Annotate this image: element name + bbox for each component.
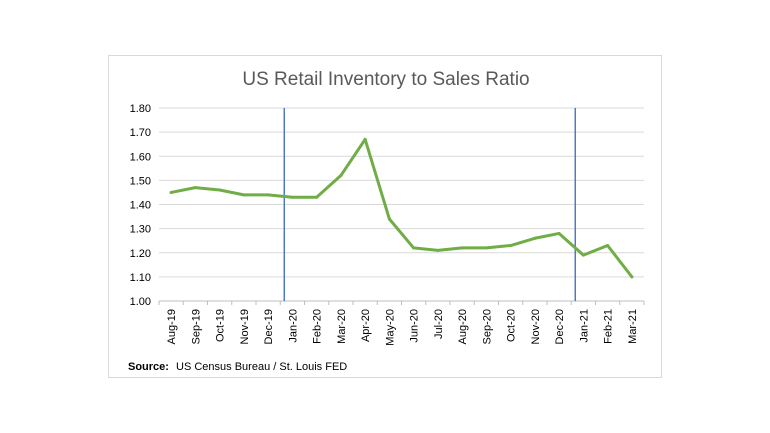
x-tick-label: Mar-20 bbox=[336, 309, 348, 344]
data-point bbox=[436, 248, 440, 252]
y-tick-label: 1.70 bbox=[130, 127, 151, 139]
source-text: US Census Bureau / St. Louis FED bbox=[176, 361, 347, 373]
data-point bbox=[266, 193, 270, 197]
x-tick-label: Mar-21 bbox=[627, 309, 639, 344]
data-point bbox=[460, 246, 464, 250]
gridlines bbox=[159, 107, 644, 278]
data-point bbox=[557, 231, 561, 235]
y-tick-label: 1.10 bbox=[130, 272, 151, 284]
series-layer bbox=[169, 137, 634, 279]
data-point bbox=[581, 253, 585, 257]
data-point bbox=[315, 195, 319, 199]
x-tick-label: Jan-21 bbox=[578, 309, 590, 343]
line-chart: US Retail Inventory to Sales Ratio 1.801… bbox=[128, 69, 645, 373]
y-tick-label: 1.20 bbox=[130, 248, 151, 260]
x-tick-label: May-20 bbox=[384, 309, 396, 346]
chart-title: US Retail Inventory to Sales Ratio bbox=[242, 69, 529, 90]
x-axis-ticks: Aug-19 Sep-19 Oct-19 Nov-19 Dec-19 Jan-20 Feb-… bbox=[158, 301, 645, 346]
series-line bbox=[169, 137, 634, 279]
x-tick-label: Apr-20 bbox=[360, 309, 372, 342]
data-point bbox=[242, 193, 246, 197]
data-point bbox=[533, 236, 537, 240]
data-point bbox=[193, 186, 197, 190]
y-tick-label: 1.40 bbox=[130, 200, 151, 212]
data-point bbox=[606, 244, 610, 248]
y-tick-label: 1.60 bbox=[130, 151, 151, 163]
y-axis-ticks: 1.80 1.70 1.60 1.50 1.40 1.30 1.20 1.10 1.00 bbox=[130, 103, 151, 308]
data-point bbox=[387, 217, 391, 221]
y-tick-label: 1.30 bbox=[130, 224, 151, 236]
x-tick-label: Jan-20 bbox=[287, 309, 299, 343]
x-tick-label: Feb-20 bbox=[312, 309, 324, 344]
data-point bbox=[218, 188, 222, 192]
source-note: Source: US Census Bureau / St. Louis FED bbox=[128, 361, 347, 373]
source-label: Source: bbox=[128, 361, 169, 373]
data-point bbox=[169, 190, 173, 194]
x-tick-label: Oct-20 bbox=[506, 309, 518, 342]
y-tick-label: 1.50 bbox=[130, 175, 151, 187]
data-point bbox=[630, 275, 634, 279]
reference-lines bbox=[283, 108, 576, 301]
x-tick-label: Jun-20 bbox=[409, 309, 421, 343]
data-point bbox=[339, 174, 343, 178]
x-tick-label: Oct-19 bbox=[215, 309, 227, 342]
x-tick-label: Aug-20 bbox=[457, 309, 469, 344]
chart-frame: US Retail Inventory to Sales Ratio 1.80 1… bbox=[108, 55, 662, 378]
x-tick-label: Sep-19 bbox=[190, 309, 202, 344]
data-point bbox=[412, 246, 416, 250]
data-point bbox=[509, 244, 513, 248]
data-point bbox=[484, 246, 488, 250]
x-tick-label: Feb-21 bbox=[603, 309, 615, 344]
x-tick-label: Nov-20 bbox=[530, 309, 542, 344]
y-tick-label: 1.80 bbox=[130, 103, 151, 115]
data-point bbox=[290, 195, 294, 199]
x-tick-label: Sep-20 bbox=[481, 309, 493, 344]
data-point bbox=[363, 137, 367, 141]
x-tick-label: Dec-20 bbox=[554, 309, 566, 344]
x-tick-label: Nov-19 bbox=[239, 309, 251, 344]
y-tick-label: 1.00 bbox=[130, 296, 151, 308]
x-tick-label: Dec-19 bbox=[263, 309, 275, 344]
x-tick-label: Aug-19 bbox=[166, 309, 178, 344]
x-tick-label: Jul-20 bbox=[433, 309, 445, 339]
